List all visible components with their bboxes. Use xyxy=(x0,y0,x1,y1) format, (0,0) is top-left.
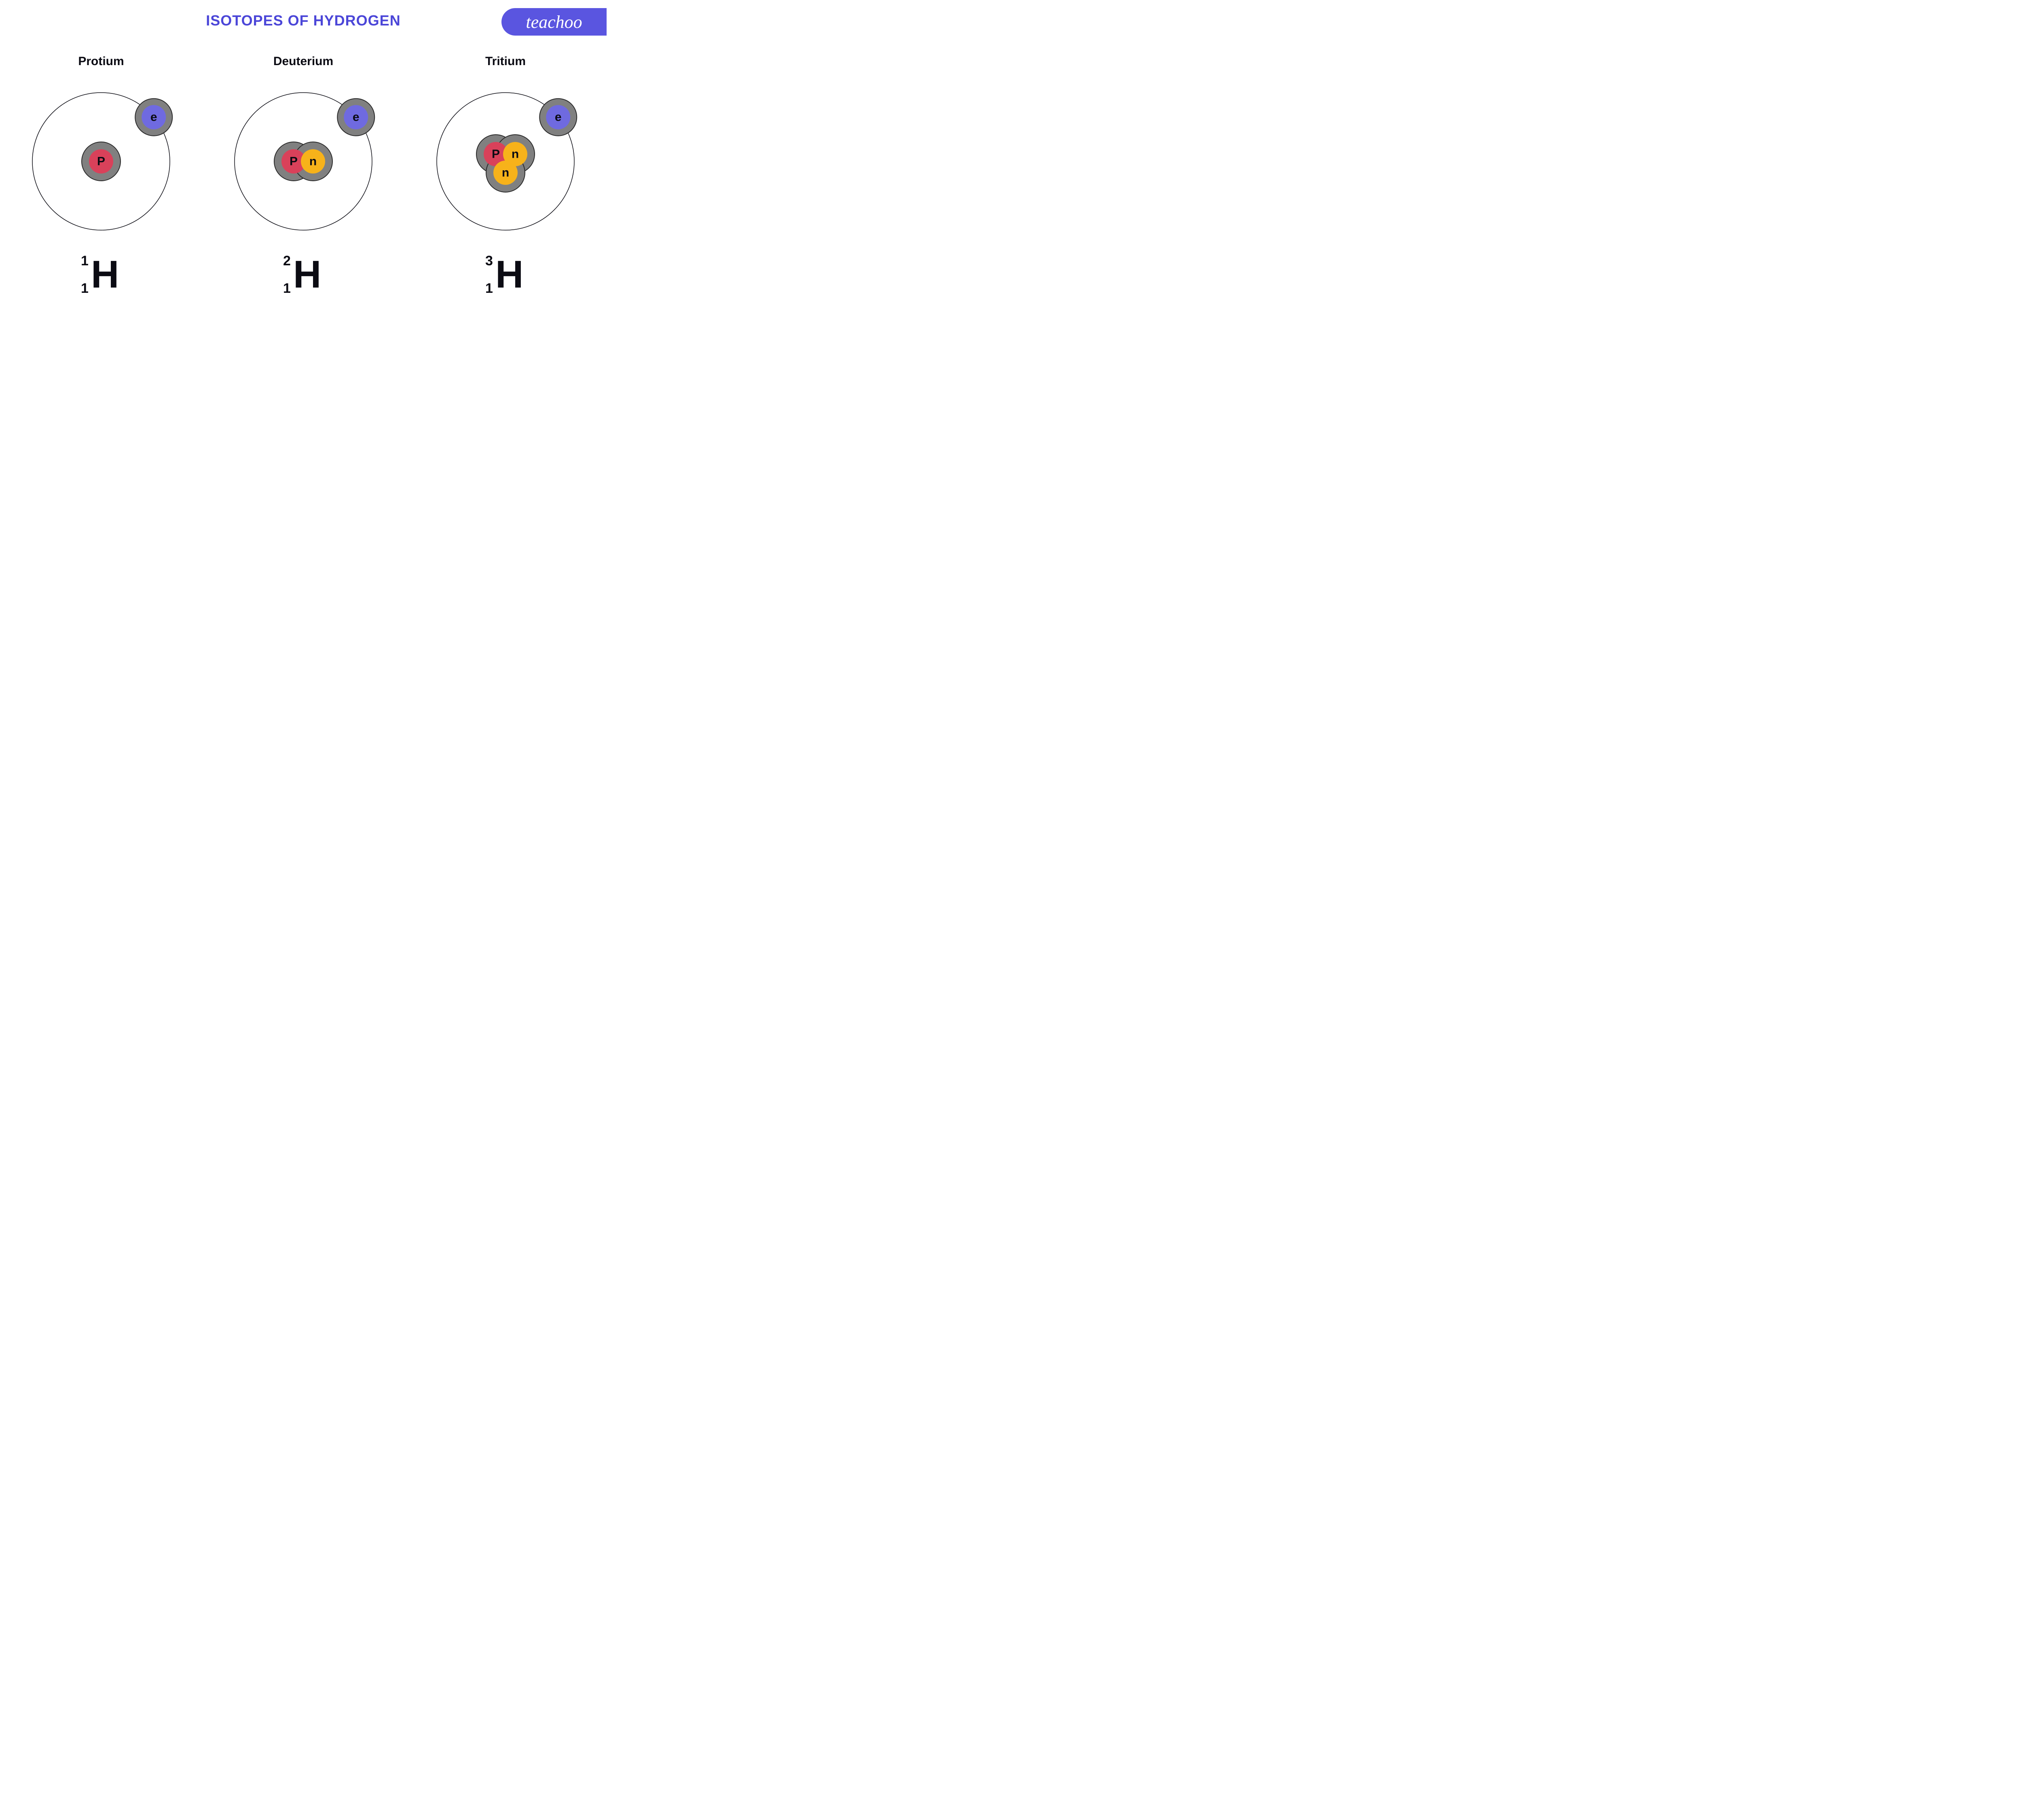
mass-number: 2 xyxy=(283,253,291,269)
atomic-number: 1 xyxy=(485,281,493,296)
isotope-row: ProtiumPe11HDeuteriumPne21HTritiumPnne31… xyxy=(0,55,607,301)
atomic-number: 1 xyxy=(81,281,89,296)
neutron-label: n xyxy=(512,148,519,161)
brand-badge: teachoo xyxy=(501,8,607,36)
mass-number: 1 xyxy=(81,253,89,269)
electron-label: e xyxy=(150,110,157,124)
element-symbol: H xyxy=(495,252,523,297)
isotope-tritium: Tritium Pnn e 3 1H xyxy=(419,55,592,301)
isotope-name: Tritium xyxy=(485,55,526,68)
isotope-protium: Protium Pe 1 1H xyxy=(14,55,188,301)
proton-label: P xyxy=(492,148,500,161)
isotopes-diagram: ISOTOPES OF HYDROGEN teachoo ProtiumPe11… xyxy=(0,0,607,341)
atom-diagram: Pe xyxy=(16,72,186,242)
element-symbol: H xyxy=(293,252,321,297)
neutron-label: n xyxy=(502,166,509,180)
neutron-label: n xyxy=(309,155,317,168)
electron-label: e xyxy=(353,110,360,124)
proton-label: P xyxy=(290,155,298,168)
nuclide-notation: 1 1H xyxy=(71,252,131,301)
element-symbol: H xyxy=(91,252,119,297)
atomic-number: 1 xyxy=(283,281,291,296)
nuclide-notation: 2 1H xyxy=(273,252,334,301)
nuclide-notation: 3 1H xyxy=(475,252,536,301)
proton-label: P xyxy=(97,155,105,168)
atom-diagram: Pn e xyxy=(218,72,388,242)
mass-number: 3 xyxy=(485,253,493,269)
atom-diagram: Pnn e xyxy=(421,72,590,242)
isotope-deuterium: Deuterium Pn e 2 1H xyxy=(216,55,390,301)
isotope-name: Protium xyxy=(78,55,124,68)
isotope-name: Deuterium xyxy=(273,55,333,68)
electron-label: e xyxy=(555,110,562,124)
